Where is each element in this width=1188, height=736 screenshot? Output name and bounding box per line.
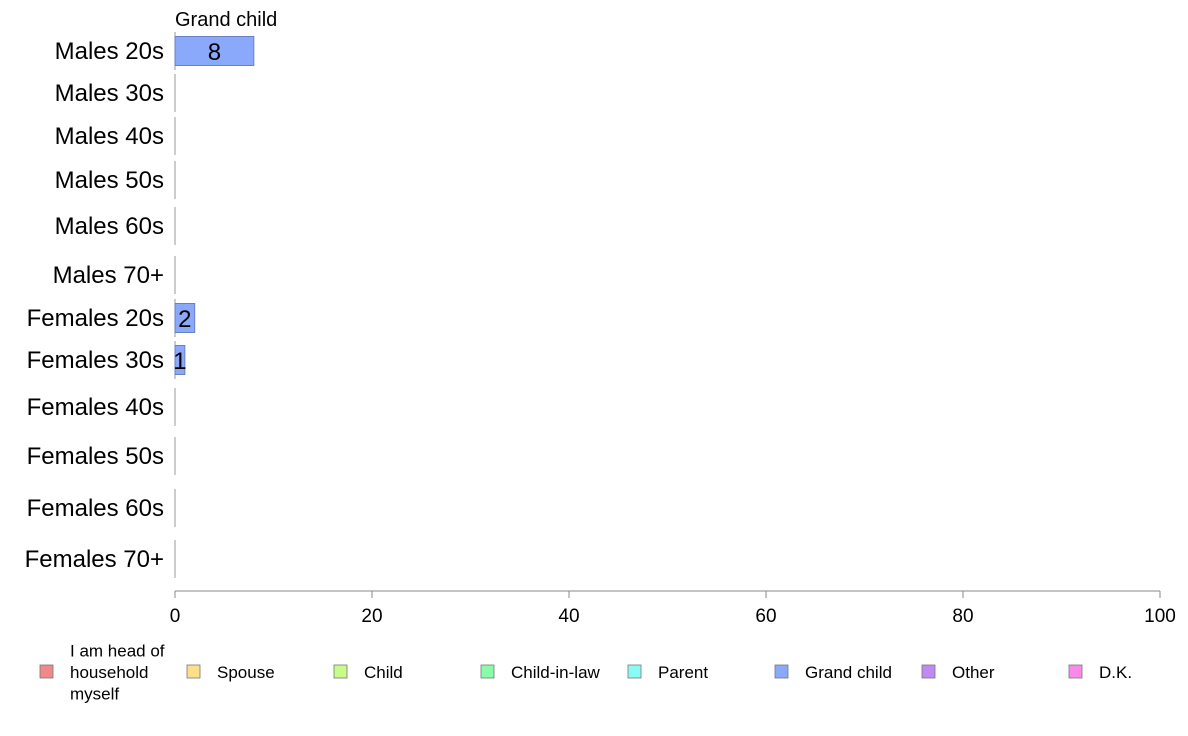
category-label: Males 30s: [55, 80, 164, 107]
legend-item: D.K.: [1068, 663, 1132, 682]
legend-label: D.K.: [1099, 663, 1132, 682]
legend-item: Other: [921, 663, 995, 682]
legend-label: Other: [952, 663, 995, 682]
legend-label: Child-in-law: [511, 663, 601, 682]
legend-swatch: [921, 664, 936, 679]
legend-label: Child: [364, 663, 403, 682]
legend-item: Child-in-law: [480, 663, 601, 682]
data-label: 2: [178, 306, 191, 333]
category-label: Males 70+: [53, 262, 164, 289]
legend-item: Parent: [627, 663, 708, 682]
category-label: Males 20s: [55, 38, 164, 65]
legend-swatch: [333, 664, 348, 679]
bar-group: Males 20s 8 Males 30s Males 40s Males 50s Mal…: [25, 32, 255, 578]
legend-swatch: [627, 664, 642, 679]
legend-label: Grand child: [805, 663, 892, 682]
category-label: Females 20s: [27, 305, 164, 332]
bar: [174, 345, 186, 375]
legend-swatch: [186, 664, 201, 679]
category-label: Females 50s: [27, 443, 164, 470]
series-title: Grand child: [175, 9, 277, 31]
legend-swatch: [480, 664, 495, 679]
x-tick-label: 60: [755, 606, 776, 627]
legend-swatch: [1068, 664, 1083, 679]
category-label: Females 60s: [27, 495, 164, 522]
legend-item: Child: [333, 663, 403, 682]
legend-item: Spouse: [186, 663, 275, 682]
category-label: Males 40s: [55, 123, 164, 150]
bar: [174, 36, 255, 66]
data-label: 8: [208, 39, 221, 66]
x-tick-label: 0: [170, 606, 181, 627]
legend-swatch: [39, 664, 54, 679]
x-tick-label: 80: [952, 606, 973, 627]
x-tick-label: 20: [361, 606, 382, 627]
category-label: Females 70+: [25, 546, 164, 573]
category-label: Males 50s: [55, 167, 164, 194]
legend-item: I am head of household myself: [39, 642, 165, 704]
legend-label: Parent: [658, 663, 708, 682]
bar: [174, 303, 196, 333]
category-label: Males 60s: [55, 213, 164, 240]
legend-label: I am head of household myself: [70, 642, 165, 704]
legend: I am head of household myself Spouse Child Ch…: [39, 642, 1132, 704]
data-label: 1: [173, 348, 186, 375]
legend-swatch: [774, 664, 789, 679]
legend-item: Grand child: [774, 663, 892, 682]
category-label: Females 30s: [27, 347, 164, 374]
x-tick-label: 100: [1144, 606, 1176, 627]
category-label: Females 40s: [27, 394, 164, 421]
x-axis: 0 20 40 60 80 100: [170, 590, 1176, 627]
legend-label: Spouse: [217, 663, 275, 682]
x-tick-label: 40: [558, 606, 579, 627]
